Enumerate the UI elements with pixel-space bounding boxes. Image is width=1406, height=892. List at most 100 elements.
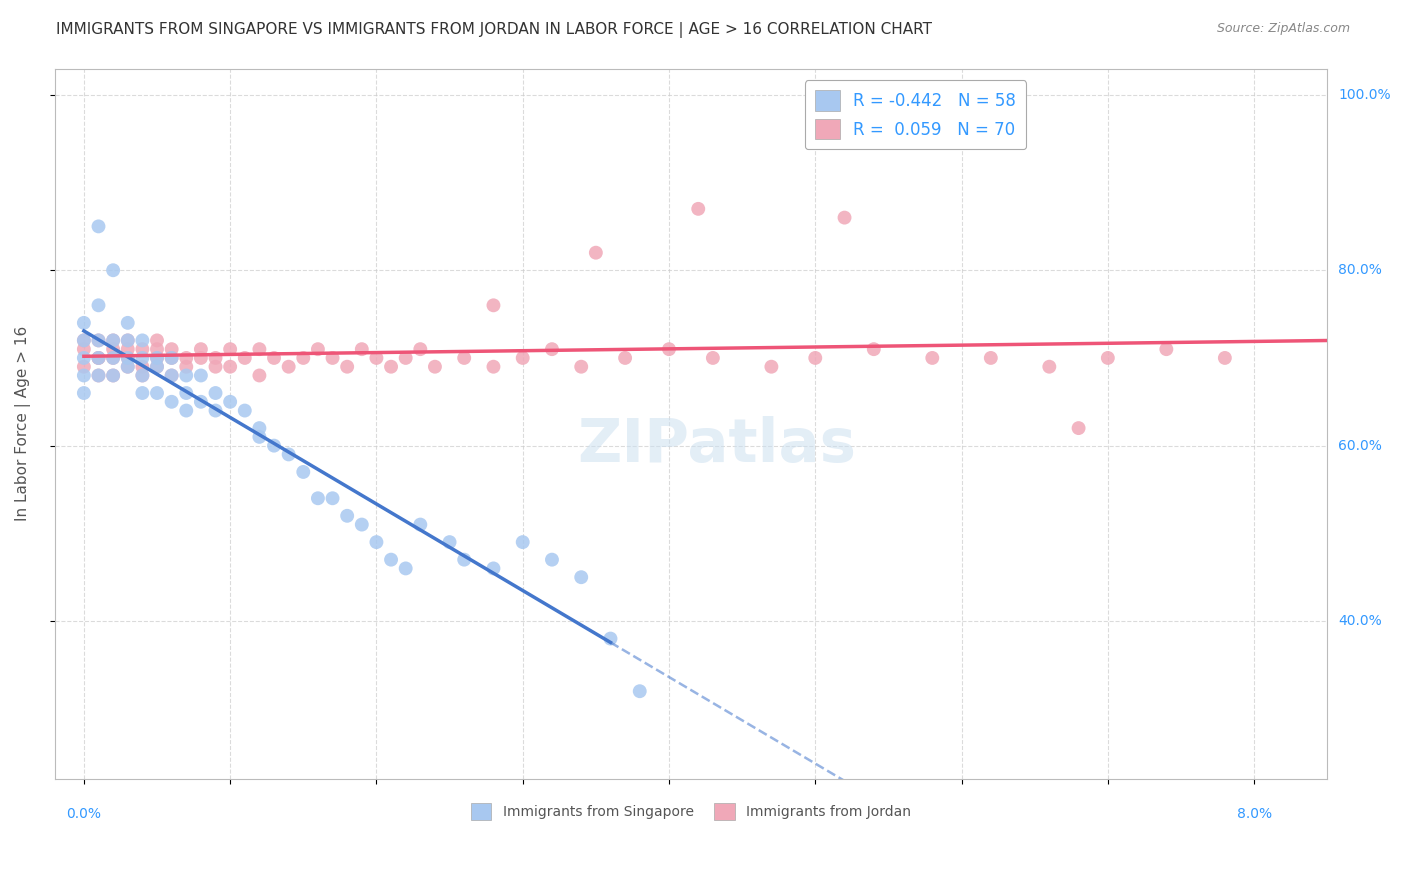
Point (482, 359, 505, 374)
Point (117, 351, 139, 365)
Point (569, 359, 592, 374)
Point (980, 351, 1002, 365)
Point (87, 351, 110, 365)
Point (541, 552, 564, 566)
Point (263, 351, 285, 365)
Point (160, 394, 183, 409)
Point (73, 386, 96, 401)
Text: 40.0%: 40.0% (1339, 614, 1382, 628)
Point (101, 351, 124, 365)
Point (101, 368, 124, 383)
Point (160, 351, 183, 365)
Point (174, 403, 197, 417)
Point (117, 342, 139, 356)
Point (512, 351, 534, 365)
Point (160, 368, 183, 383)
Text: 100.0%: 100.0% (1339, 87, 1391, 102)
Point (117, 334, 139, 348)
Point (87, 351, 110, 365)
Point (1156, 342, 1178, 356)
Point (160, 368, 183, 383)
Point (131, 351, 153, 365)
Point (322, 351, 344, 365)
Point (131, 386, 153, 401)
Point (190, 351, 212, 365)
Point (336, 508, 359, 523)
Point (395, 561, 418, 575)
Point (366, 535, 388, 549)
Point (204, 351, 226, 365)
Point (439, 535, 461, 549)
Point (292, 465, 315, 479)
Point (204, 386, 226, 401)
Point (614, 351, 637, 365)
Point (247, 368, 270, 383)
Point (1067, 421, 1090, 435)
Point (146, 351, 169, 365)
Point (263, 439, 285, 453)
Point (395, 351, 418, 365)
Point (219, 342, 242, 356)
Point (73, 359, 96, 374)
Legend: Immigrants from Singapore, Immigrants from Jordan: Immigrants from Singapore, Immigrants fr… (465, 797, 917, 825)
Point (247, 342, 270, 356)
Text: 0.0%: 0.0% (66, 806, 101, 821)
Point (204, 403, 226, 417)
Point (131, 334, 153, 348)
Point (146, 386, 169, 401)
Text: 80.0%: 80.0% (1339, 263, 1382, 277)
Point (322, 491, 344, 506)
Point (174, 368, 197, 383)
Point (146, 359, 169, 374)
Point (921, 351, 943, 365)
Point (804, 351, 827, 365)
Point (453, 351, 475, 365)
Point (73, 334, 96, 348)
Point (482, 561, 505, 575)
Point (658, 342, 681, 356)
Point (350, 517, 373, 532)
Point (87, 351, 110, 365)
Point (292, 351, 315, 365)
Point (131, 368, 153, 383)
Point (307, 342, 329, 356)
Point (233, 351, 256, 365)
Point (87, 334, 110, 348)
Point (380, 359, 402, 374)
Point (146, 342, 169, 356)
Point (101, 351, 124, 365)
Point (247, 430, 270, 444)
Point (87, 368, 110, 383)
Point (131, 359, 153, 374)
Point (190, 368, 212, 383)
Point (174, 351, 197, 365)
Text: IMMIGRANTS FROM SINGAPORE VS IMMIGRANTS FROM JORDAN IN LABOR FORCE | AGE > 16 CO: IMMIGRANTS FROM SINGAPORE VS IMMIGRANTS … (56, 22, 932, 38)
Point (541, 342, 564, 356)
Point (336, 359, 359, 374)
Point (1097, 351, 1119, 365)
Point (73, 316, 96, 330)
Text: 8.0%: 8.0% (1236, 806, 1271, 821)
Point (117, 316, 139, 330)
Point (87, 298, 110, 312)
Point (409, 342, 432, 356)
Point (131, 368, 153, 383)
Point (160, 342, 183, 356)
Point (1213, 351, 1236, 365)
Point (101, 334, 124, 348)
Point (219, 394, 242, 409)
Point (190, 394, 212, 409)
Point (146, 351, 169, 365)
Text: ZIPatlas: ZIPatlas (576, 416, 856, 475)
Point (1038, 359, 1060, 374)
Point (73, 334, 96, 348)
Point (702, 351, 724, 365)
Point (277, 447, 299, 461)
Point (101, 342, 124, 356)
Point (482, 298, 505, 312)
Point (117, 351, 139, 365)
Point (146, 334, 169, 348)
Point (688, 202, 710, 216)
Y-axis label: In Labor Force | Age > 16: In Labor Force | Age > 16 (15, 326, 31, 521)
Point (190, 342, 212, 356)
